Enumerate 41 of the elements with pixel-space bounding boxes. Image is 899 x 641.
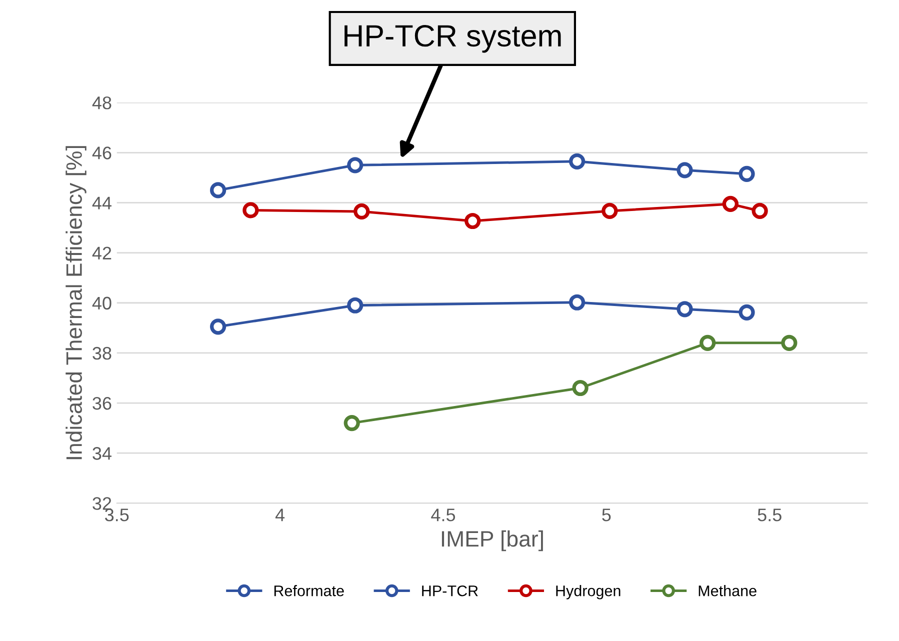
point	[738, 166, 755, 182]
point	[210, 182, 226, 198]
y-tick-label: 38	[92, 346, 112, 360]
y-tick-label: 42	[92, 246, 112, 260]
y-axis-title: Indicated Thermal Efficiency [%]	[66, 146, 86, 460]
point	[344, 415, 360, 432]
point	[242, 202, 259, 218]
point	[738, 304, 755, 320]
point	[700, 334, 716, 351]
point	[602, 202, 618, 220]
point	[210, 318, 226, 335]
x-tick-label: 3.5	[105, 508, 129, 522]
x-tick-label: 5.5	[758, 508, 782, 522]
y-tick-label: 48	[92, 96, 112, 110]
x-tick-label: 4	[275, 508, 285, 522]
point	[676, 301, 693, 318]
point	[347, 297, 364, 314]
x-axis-title: IMEP [bar]	[442, 530, 543, 552]
point	[354, 203, 370, 220]
y-tick-label: 32	[92, 497, 112, 510]
y-tick-label: 40	[92, 296, 112, 310]
annotation: HP-TCR system	[344, 25, 561, 53]
legend-label: Methane	[698, 585, 756, 596]
y-tick-label: 44	[92, 196, 112, 210]
point	[569, 294, 586, 310]
point	[676, 162, 693, 178]
point	[572, 380, 588, 396]
y-tick-label: 36	[92, 396, 112, 410]
point	[464, 212, 481, 230]
point	[752, 202, 768, 220]
point	[781, 334, 798, 351]
legend-label: HP-TCR	[422, 585, 478, 596]
point	[569, 153, 586, 170]
point	[347, 157, 364, 174]
point	[722, 196, 739, 212]
y-tick-label: 46	[92, 146, 112, 160]
legend-label: Reformate	[274, 585, 344, 596]
x-tick-label: 5	[602, 508, 611, 522]
x-tick-label: 4.5	[431, 508, 456, 522]
y-tick-label: 34	[92, 447, 112, 460]
legend-label: Hydrogen	[556, 585, 620, 600]
